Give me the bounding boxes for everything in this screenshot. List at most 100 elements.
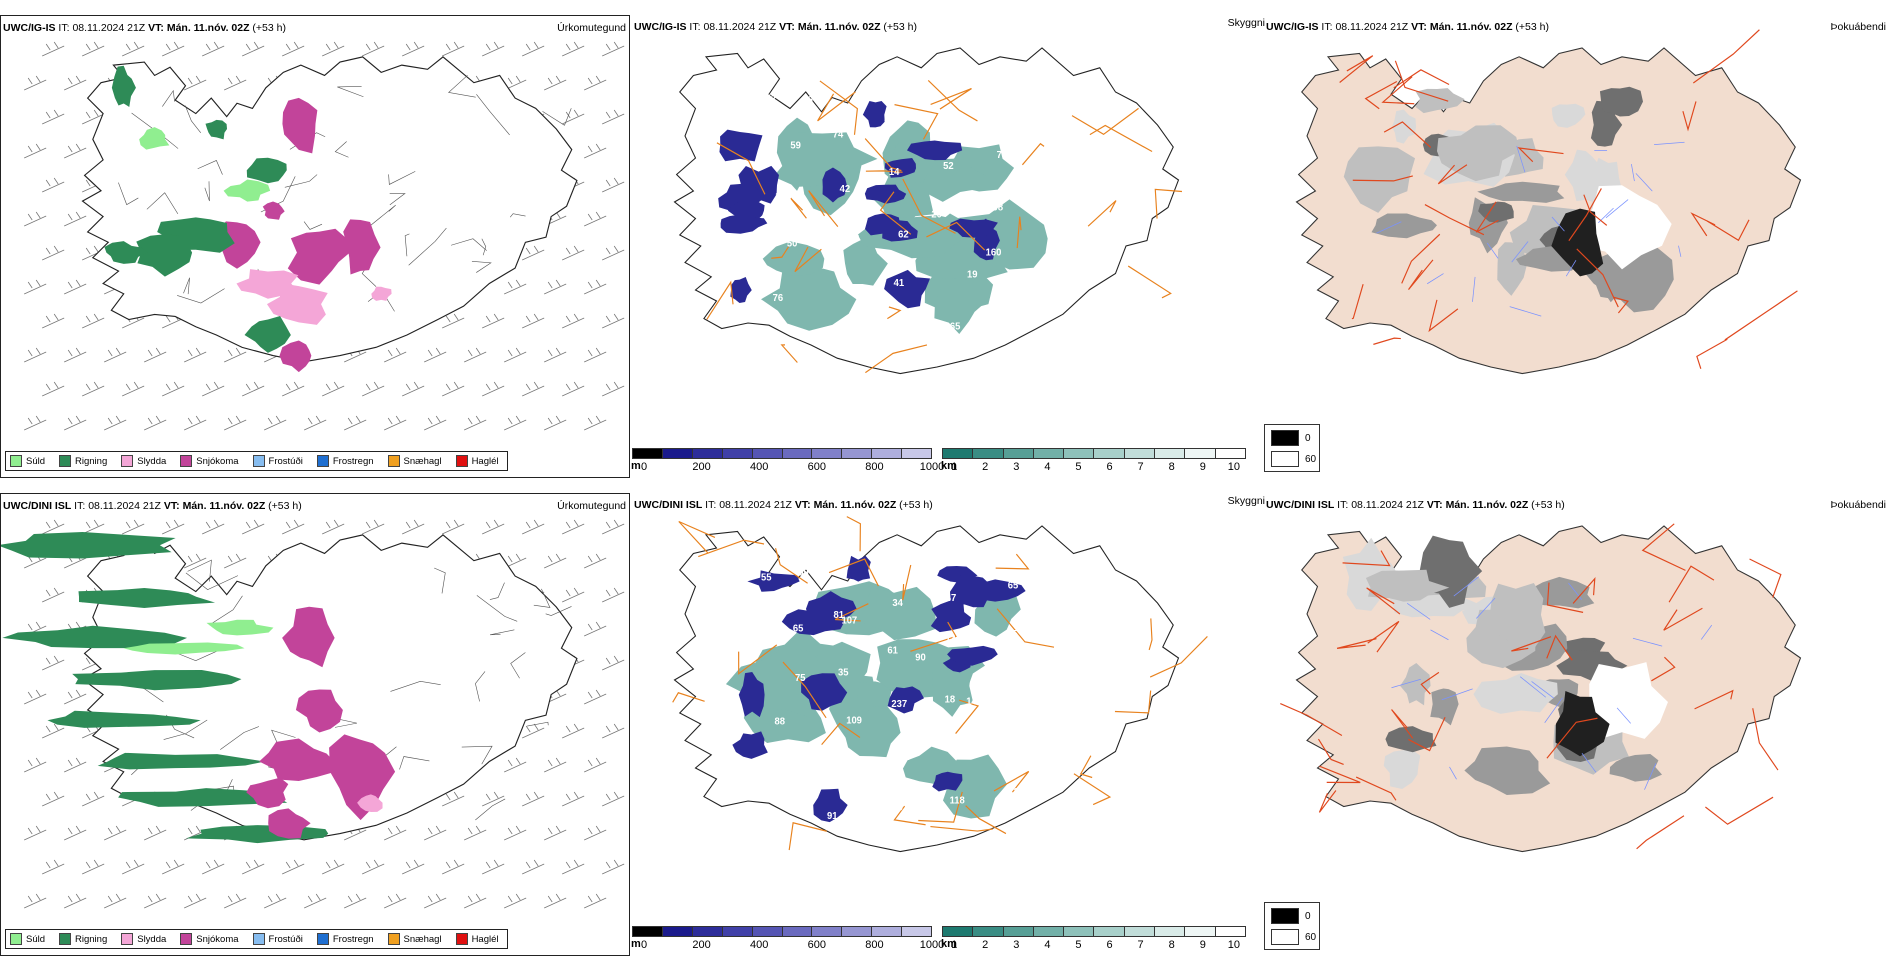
fog-legend-swatch: [1271, 929, 1299, 945]
fog-panel-igis: UWC/IG-IS IT: 08.11.2024 21Z VT: Mán. 11…: [1264, 15, 1900, 478]
colorbar-tick: 1: [951, 939, 958, 951]
colorbar-swatch: [1215, 927, 1245, 936]
visibility-value-label: 164: [962, 742, 978, 753]
colorbar-swatch: [662, 927, 693, 936]
precip-legend: Súld Rigning Slydda Snjókoma Frostúði Frostre…: [5, 451, 508, 471]
visibility-value-label: 74: [833, 129, 844, 140]
colorbar-swatch: [973, 927, 1004, 936]
visibility-value-label: 47: [946, 593, 956, 604]
panel-title: Þokuábendi: [1830, 499, 1886, 511]
fog-legend-swatch: [1271, 451, 1299, 467]
visibility-value-label: 169: [1026, 732, 1042, 743]
legend-item: Rigning: [59, 455, 107, 467]
visibility-value-label: 18: [945, 694, 956, 705]
legend-item: Snæhagl: [387, 933, 442, 945]
visibility-value-label: 14: [945, 635, 956, 646]
legend-item: Slydda: [121, 933, 166, 945]
colorbar-tick: 9: [1199, 461, 1206, 473]
legend-label: Frostúði: [268, 933, 303, 945]
visibility-value-label: 14: [889, 167, 900, 178]
colorbar-tick: 0: [640, 939, 648, 951]
colorbar-tick: 3: [1013, 939, 1020, 951]
colorbar-swatch: [1155, 449, 1186, 458]
colorbar-swatches: [632, 926, 932, 937]
visibility-value-label: 19: [967, 269, 978, 280]
legend-label: Haglél: [471, 933, 499, 945]
visibility-value-label: 199: [1013, 787, 1029, 798]
colorbar-swatch: [1094, 927, 1125, 936]
colorbar-swatch: [812, 449, 843, 458]
legend-swatch: [59, 933, 72, 945]
colorbar-swatch: [692, 449, 723, 458]
panel-header: UWC/DINI ISL IT: 08.11.2024 21Z VT: Mán.…: [634, 499, 933, 511]
colorbar-tick: 10: [1227, 939, 1240, 951]
colorbar-swatch: [872, 927, 903, 936]
colorbar-tick: 10: [1227, 461, 1240, 473]
colorbar-swatch: [633, 927, 663, 936]
legend-swatch: [121, 933, 134, 945]
colorbar-swatch: [722, 449, 753, 458]
visibility-value-label: 45: [1003, 684, 1014, 695]
legend-label: Snjókoma: [196, 455, 239, 467]
colorbar-swatch: [1124, 449, 1156, 458]
legend-swatch: [316, 933, 329, 945]
legend-swatch: [387, 455, 400, 467]
visibility-value-label: 160: [986, 248, 1002, 259]
legend-item: Frostregn: [316, 933, 374, 945]
visibility-value-label: 88: [884, 118, 895, 129]
legend-label: Slydda: [137, 455, 167, 467]
colorbar-swatch: [662, 449, 693, 458]
colorbar-swatch: [1064, 927, 1095, 936]
visibility-value-label: 98: [993, 202, 1004, 213]
legend-swatch: [455, 455, 468, 467]
legend-item: Haglél: [455, 455, 499, 467]
legend-item: Frostúði: [252, 933, 303, 945]
panel-header: UWC/IG-IS IT: 08.11.2024 21Z VT: Mán. 11…: [3, 22, 286, 34]
visibility-value-label: 42: [840, 184, 850, 195]
visibility-value-label: 152: [761, 93, 777, 104]
colorbar-unit: km: [941, 460, 957, 472]
panel-header: UWC/DINI ISL IT: 08.11.2024 21Z VT: Mán.…: [1266, 499, 1565, 511]
visibility-value-label: 118: [844, 233, 860, 244]
visibility-value-label: 75: [795, 673, 806, 684]
visibility-value-label: 65: [793, 623, 804, 634]
visibility-value-label: 61: [887, 645, 898, 656]
panel-title: Úrkomutegund: [557, 22, 626, 34]
legend-swatch: [180, 933, 193, 945]
visibility-value-label: 96: [802, 95, 813, 106]
visibility-value-label: 144: [1012, 104, 1028, 115]
legend-label: Frostúði: [268, 455, 303, 467]
colorbar-swatch: [1124, 927, 1156, 936]
legend-label: Snjókoma: [196, 933, 239, 945]
legend-swatch: [252, 455, 265, 467]
visibility-km-colorbar: 1 2 3 4 5 6 7 8 9 10 km: [941, 926, 1246, 956]
colorbar-swatch: [722, 927, 753, 936]
colorbar-tick: 800: [865, 461, 884, 473]
colorbar-swatch: [1155, 927, 1186, 936]
visibility-value-label: 141: [966, 697, 982, 708]
colorbar-tick: 200: [692, 461, 711, 473]
panel-header: UWC/IG-IS IT: 08.11.2024 21Z VT: Mán. 11…: [1266, 21, 1549, 33]
visibility-value-label: 35: [838, 667, 849, 678]
legend-swatch: [252, 933, 265, 945]
legend-swatch: [455, 933, 468, 945]
colorbar-tick: 600: [807, 939, 826, 951]
visibility-map: 152 74 14 20 160 76 81 88 52 98 50 53 64 84 73 102 118 41…: [673, 47, 1183, 375]
visibility-value-label: 65: [1008, 580, 1019, 591]
visibility-value-label: 103: [778, 768, 794, 779]
precip-type-map: [1, 519, 625, 909]
legend-item: Snjókoma: [180, 455, 239, 467]
colorbar-tick: 400: [750, 939, 769, 951]
visibility-value-label: 53: [840, 281, 851, 292]
panel-title: Úrkomutegund: [557, 500, 626, 512]
panel-header: UWC/IG-IS IT: 08.11.2024 21Z VT: Mán. 11…: [634, 21, 917, 33]
visibility-m-colorbar: 0 200 400 600 800 1000 m: [631, 926, 944, 956]
fog-legend-item: 60: [1271, 451, 1319, 467]
panel-title: Skyggni: [1227, 495, 1265, 507]
visibility-value-label: 59: [798, 567, 809, 578]
colorbar-swatch: [1185, 449, 1216, 458]
legend-label: Haglél: [471, 455, 499, 467]
colorbar-swatch: [1003, 927, 1034, 936]
visibility-value-label: 67: [856, 814, 866, 825]
colorbar-swatch: [782, 927, 813, 936]
